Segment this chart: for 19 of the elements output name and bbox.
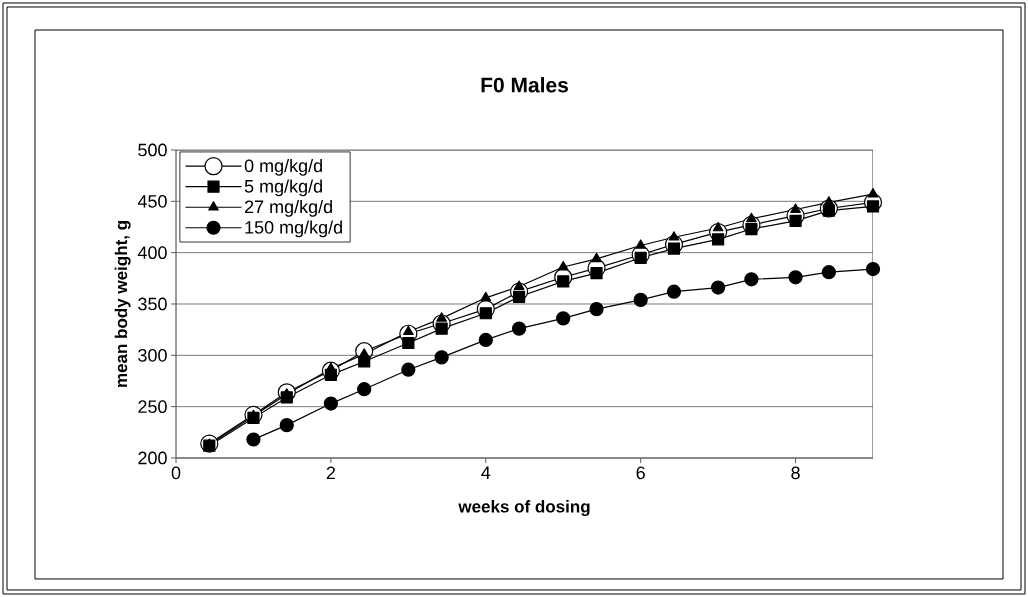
legend-label: 150 mg/kg/d bbox=[245, 220, 342, 238]
y-tick-label: 450 bbox=[137, 194, 167, 208]
x-axis-title: weeks of dosing bbox=[458, 500, 590, 517]
chart-title: F0 Males bbox=[481, 77, 568, 93]
y-tick-label: 300 bbox=[138, 348, 167, 362]
y-tick-label: 500 bbox=[138, 143, 167, 157]
y-tick-label: 400 bbox=[137, 246, 167, 260]
legend-label: 5 mg/kg/d bbox=[244, 179, 322, 197]
x-tick-label: 0 bbox=[171, 466, 181, 480]
y-tick-label: 250 bbox=[138, 400, 167, 414]
legend-label: 27 mg/kg/d bbox=[245, 199, 332, 217]
x-tick-label: 8 bbox=[791, 466, 800, 480]
y-tick-label: 200 bbox=[138, 451, 167, 465]
x-tick-label: 4 bbox=[481, 466, 491, 479]
legend-label: 0 mg/kg/d bbox=[244, 158, 322, 176]
x-tick-label: 6 bbox=[636, 466, 645, 480]
y-tick-label: 350 bbox=[138, 297, 167, 311]
x-tick-label: 2 bbox=[326, 466, 335, 480]
y-axis-title: mean body weight, g bbox=[114, 221, 131, 387]
